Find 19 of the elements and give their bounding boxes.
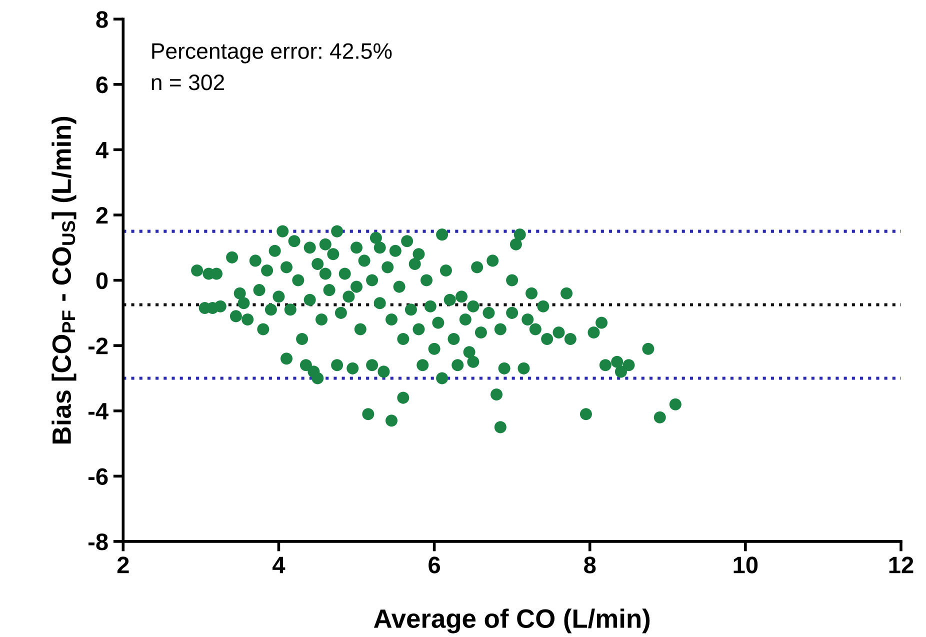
x-tick-label: 12 bbox=[889, 556, 914, 574]
y-tick-label: 0 bbox=[96, 272, 108, 290]
y-tick-label: -2 bbox=[88, 338, 108, 354]
x-tick-label: 4 bbox=[272, 556, 286, 574]
annotation: n = 302 bbox=[152, 74, 224, 90]
y-tick-label: -6 bbox=[88, 468, 108, 485]
annotation: Percentage error: 42.5% bbox=[152, 43, 392, 64]
y-tick-label: 8 bbox=[96, 11, 108, 28]
x-tick-label: 6 bbox=[428, 556, 440, 574]
y-tick-label: -4 bbox=[88, 403, 108, 420]
x-tick-label: 8 bbox=[584, 556, 596, 574]
y-tick-label: 6 bbox=[96, 76, 108, 94]
x-tick-label: 10 bbox=[734, 556, 758, 574]
y-axis-title: Bias [CO$_{PF}$ - CO$_{US}$] (L/min) bbox=[52, 116, 76, 444]
y-tick-label: -8 bbox=[88, 534, 108, 550]
y-tick-label: 2 bbox=[96, 207, 108, 224]
x-axis-title: Average of CO (L/min) bbox=[374, 608, 650, 634]
x-tick-label: 2 bbox=[117, 556, 129, 574]
y-tick-label: 4 bbox=[96, 142, 108, 158]
